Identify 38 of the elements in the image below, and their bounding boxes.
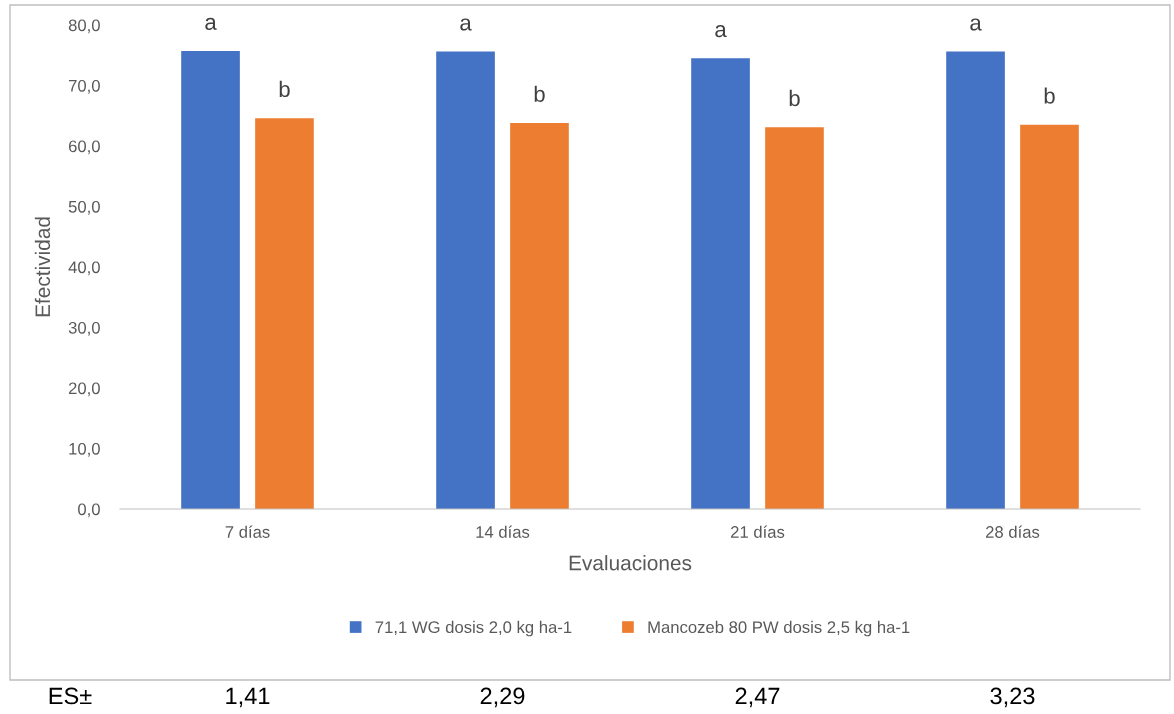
bar — [510, 123, 569, 509]
y-tick-label: 30,0 — [68, 321, 100, 336]
x-tick-label: 14 días — [476, 525, 530, 538]
data-label: a — [460, 18, 472, 31]
text: 2,29 — [480, 687, 525, 708]
y-axis-title: Efectividad — [34, 217, 51, 317]
y-tick-label: 70,0 — [68, 79, 100, 94]
y-tick-label: 20,0 — [68, 382, 100, 397]
y-tick-label: 10,0 — [69, 442, 100, 457]
bar — [765, 127, 824, 509]
y-tick-label: 40,0 — [68, 261, 100, 276]
bar — [181, 51, 240, 509]
bar — [255, 118, 314, 509]
x-tick-label: 7 días — [225, 525, 270, 538]
x-tick-label: 28 días — [986, 525, 1040, 538]
bar — [436, 51, 495, 509]
bar — [1020, 124, 1079, 509]
text: 3,23 — [990, 687, 1035, 708]
bar — [946, 51, 1005, 509]
text: ES± — [49, 687, 92, 705]
text: 2,47 — [735, 687, 780, 708]
data-label: a — [205, 17, 217, 30]
x-axis-title: Evaluaciones — [569, 555, 692, 571]
legend-label: Mancozeb 80 PW dosis 2,5 kg ha-1 — [648, 620, 910, 637]
legend-label: 71,1 WG dosis 2,0 kg ha-1 — [375, 620, 572, 637]
text: 1,41 — [226, 687, 270, 708]
y-tick-label: 50,0 — [68, 200, 100, 215]
x-tick-label: 21 días — [731, 525, 785, 538]
data-label: b — [534, 85, 545, 102]
data-label: b — [789, 89, 800, 107]
y-tick-label: 0,0 — [78, 503, 100, 518]
data-label: b — [279, 80, 290, 98]
data-label: a — [715, 25, 727, 38]
y-tick-label: 60,0 — [68, 140, 100, 155]
y-tick-label: 80,0 — [68, 19, 100, 34]
data-label: b — [1044, 87, 1055, 104]
bar — [691, 58, 750, 509]
data-label: a — [970, 18, 982, 31]
